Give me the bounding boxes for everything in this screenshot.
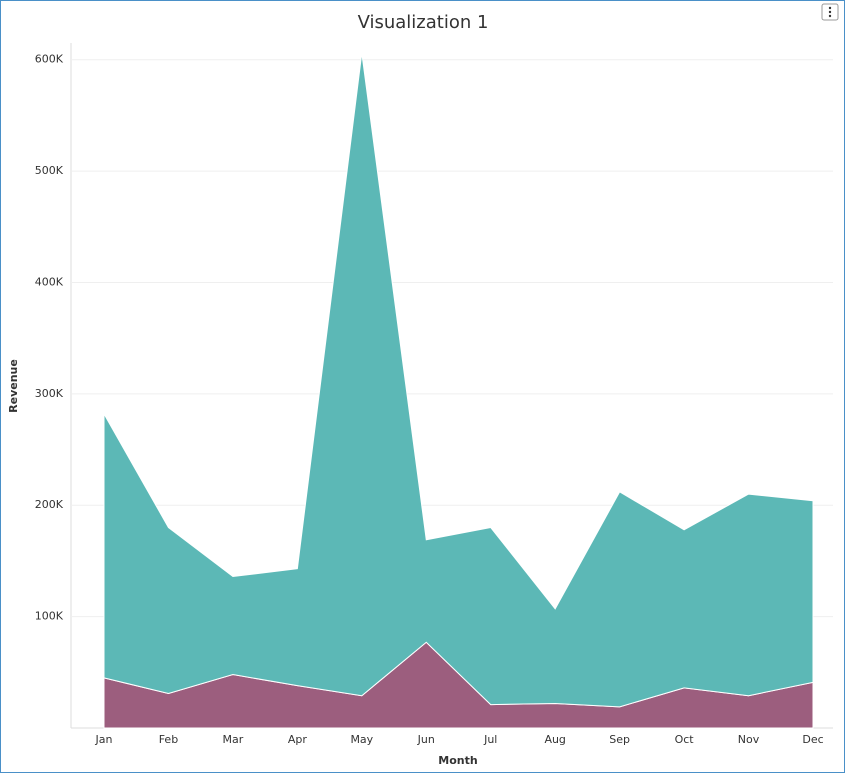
y-tick-label: 100K [35,610,64,623]
x-tick-label: Jul [483,733,497,746]
y-tick-label: 600K [35,53,64,66]
y-tick-label: 300K [35,387,64,400]
x-tick-label: Sep [609,733,630,746]
x-tick-label: May [350,733,373,746]
y-tick-label: 400K [35,275,64,288]
area [103,52,814,708]
x-tick-label: Nov [738,733,760,746]
menu-dot [828,10,832,14]
menu-dot [828,6,832,10]
y-axis-label: Revenue [7,359,20,413]
x-tick-label: Dec [802,733,823,746]
x-tick-label: Aug [544,733,565,746]
y-tick-label: 500K [35,164,64,177]
menu-button[interactable] [821,3,839,21]
x-tick-label: Jun [417,733,435,746]
chart-title: Visualization 1 [358,12,489,33]
x-tick-label: Mar [223,733,244,746]
x-tick-label: Jan [95,733,113,746]
x-tick-label: Feb [159,733,178,746]
x-axis-label: Month [438,754,477,767]
x-tick-label: Apr [288,733,308,746]
x-tick-label: Oct [675,733,695,746]
y-tick-label: 200K [35,498,64,511]
menu-dot [828,14,832,18]
